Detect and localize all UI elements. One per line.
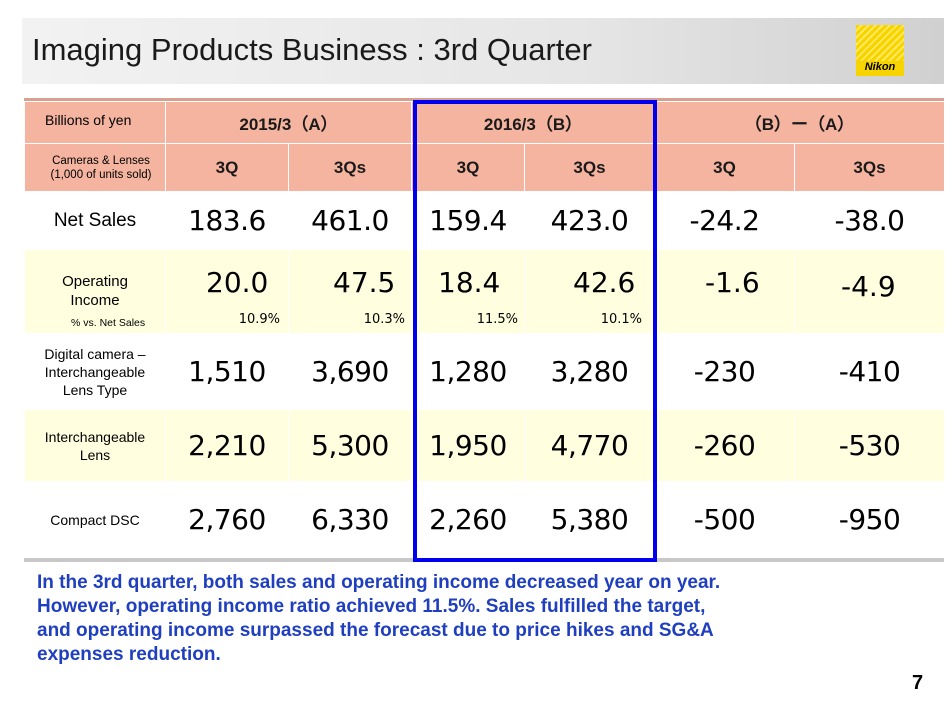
compact-dsc-value: 2,260 <box>411 481 525 558</box>
operating-income-value: -4.9 <box>841 270 896 303</box>
logo-wordmark: Nikon <box>864 61 896 73</box>
operating-income-row: Operating Income % vs. Net Sales 20.0 10… <box>24 249 945 334</box>
compact-dsc-value: 5,380 <box>524 481 655 558</box>
period-header-a: 2015/3（A） <box>165 101 412 144</box>
period-header-row: Billions of yen 2015/3（A） 2016/3（B） （B）ー… <box>24 101 945 144</box>
compact-dsc-value: 2,760 <box>165 481 289 558</box>
interchangeable-lens-value: 1,950 <box>411 409 525 482</box>
net-sales-value: 183.6 <box>165 191 289 250</box>
compact-dsc-label: Compact DSC <box>24 481 166 558</box>
net-sales-value: 461.0 <box>288 191 412 250</box>
page-number: 7 <box>912 672 924 694</box>
summary-line: However, operating income ratio achieved… <box>37 596 706 617</box>
slide-title: Imaging Products Business : 3rd Quarter <box>32 32 592 67</box>
operating-income-value: 20.0 <box>206 266 269 299</box>
operating-margin-value: 10.1% <box>600 312 642 327</box>
sub-header: 3Q <box>654 143 795 192</box>
quarter-header-row: Cameras & Lenses (1,000 of units sold) 3… <box>24 143 945 192</box>
compact-dsc-value: -950 <box>794 481 945 558</box>
net-sales-label: Net Sales <box>24 191 166 250</box>
digital-camera-value: 3,690 <box>288 333 412 410</box>
digital-camera-label: Digital camera – Interchangeable Lens Ty… <box>24 333 166 410</box>
operating-income-value: 18.4 <box>438 266 501 299</box>
net-sales-row: Net Sales 183.6 461.0 159.4 423.0 -24.2 … <box>24 191 945 250</box>
net-sales-value: 423.0 <box>524 191 655 250</box>
interchangeable-lens-label-line1: Interchangeable <box>44 428 146 445</box>
operating-income-value: 42.6 <box>573 266 636 299</box>
interchangeable-lens-value: 5,300 <box>288 409 412 482</box>
table-top-rule <box>24 98 944 101</box>
digital-camera-value: 1,510 <box>165 333 289 410</box>
compact-dsc-value: -500 <box>654 481 795 558</box>
summary-line: expenses reduction. <box>37 644 221 665</box>
operating-income-label-line2: Income <box>70 292 120 309</box>
results-table: Billions of yen 2015/3（A） 2016/3（B） （B）ー… <box>24 101 945 558</box>
digital-camera-value: 3,280 <box>524 333 655 410</box>
operating-income-value: -1.6 <box>705 266 760 299</box>
summary-line: In the 3rd quarter, both sales and opera… <box>37 572 721 593</box>
operating-margin-value: 10.3% <box>363 312 405 327</box>
operating-income-cell: -1.6 <box>654 249 795 334</box>
operating-income-cell: 18.4 11.5% <box>411 249 525 334</box>
interchangeable-lens-value: 2,210 <box>165 409 289 482</box>
sub-header: 3Q <box>411 143 525 192</box>
summary-text: In the 3rd quarter, both sales and opera… <box>37 571 917 667</box>
operating-income-sub-label: % vs. Net Sales <box>71 317 146 329</box>
interchangeable-lens-row: Interchangeable Lens 2,210 5,300 1,950 4… <box>24 409 945 482</box>
operating-income-cell: 20.0 10.9% <box>165 249 289 334</box>
sub-header: 3Qs <box>288 143 412 192</box>
summary-line: and operating income surpassed the forec… <box>37 620 714 641</box>
nikon-logo: Nikon <box>856 25 904 76</box>
table-bottom-rule <box>24 558 944 562</box>
sub-header: 3Qs <box>794 143 945 192</box>
logo-rays-icon <box>856 25 904 61</box>
operating-income-label-line1: Operating <box>62 273 128 290</box>
operating-income-cell: 47.5 10.3% <box>288 249 412 334</box>
units-sub-label-line1: Cameras & Lenses <box>52 154 150 167</box>
interchangeable-lens-value: -530 <box>794 409 945 482</box>
digital-camera-label-line2: Interchangeable <box>44 363 146 380</box>
units-sub-label-line2: (1,000 of units sold) <box>50 168 152 181</box>
units-sub-label: Cameras & Lenses (1,000 of units sold) <box>24 143 166 192</box>
sub-header: 3Qs <box>524 143 655 192</box>
title-bar: Imaging Products Business : 3rd Quarter … <box>22 18 944 84</box>
period-header-diff: （B）ー（A） <box>654 101 945 144</box>
operating-income-cell: -4.9 <box>794 249 945 334</box>
digital-camera-value: -230 <box>654 333 795 410</box>
sub-header: 3Q <box>165 143 289 192</box>
compact-dsc-value: 6,330 <box>288 481 412 558</box>
operating-margin-value: 10.9% <box>238 312 280 327</box>
net-sales-value: 159.4 <box>411 191 525 250</box>
operating-margin-value: 11.5% <box>476 312 518 327</box>
digital-camera-row: Digital camera – Interchangeable Lens Ty… <box>24 333 945 410</box>
digital-camera-value: 1,280 <box>411 333 525 410</box>
interchangeable-lens-value: 4,770 <box>524 409 655 482</box>
period-header-b: 2016/3（B） <box>411 101 655 144</box>
interchangeable-lens-label: Interchangeable Lens <box>24 409 166 482</box>
operating-income-label: Operating Income % vs. Net Sales <box>24 249 166 334</box>
operating-income-value: 47.5 <box>333 266 396 299</box>
digital-camera-value: -410 <box>794 333 945 410</box>
digital-camera-label-line3: Lens Type <box>62 381 128 398</box>
units-label-cell: Billions of yen <box>24 101 166 144</box>
net-sales-value: -24.2 <box>654 191 795 250</box>
units-label: Billions of yen <box>45 112 132 128</box>
interchangeable-lens-value: -260 <box>654 409 795 482</box>
interchangeable-lens-label-line2: Lens <box>79 446 111 463</box>
net-sales-value: -38.0 <box>794 191 945 250</box>
operating-income-cell: 42.6 10.1% <box>524 249 655 334</box>
compact-dsc-row: Compact DSC 2,760 6,330 2,260 5,380 -500… <box>24 481 945 558</box>
digital-camera-label-line1: Digital camera – <box>44 345 146 362</box>
